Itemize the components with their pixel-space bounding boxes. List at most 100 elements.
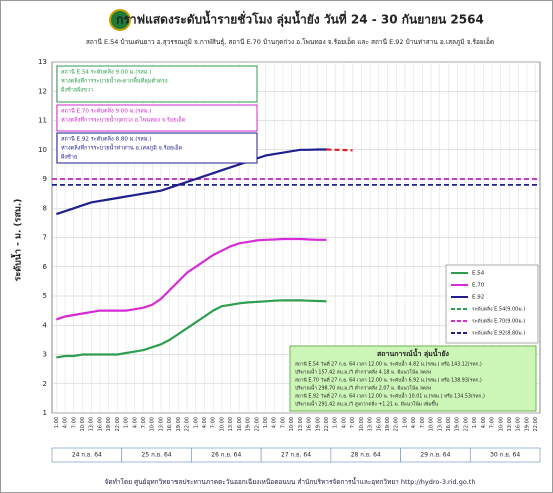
x-tick-label: 22:00: [463, 417, 469, 431]
x-tick-label: 19:00: [524, 417, 530, 431]
x-tick-label: 10:00: [150, 417, 156, 431]
y-tick-label: 3: [43, 351, 47, 359]
y-tick-label: 9: [43, 175, 47, 183]
x-tick-label: 16:00: [167, 417, 173, 431]
y-tick-label: 1: [43, 409, 47, 417]
x-tick-label: 16:00: [446, 417, 452, 431]
legend-label: ระดับตลิ่ง E.70(9.00ม.): [472, 318, 525, 325]
x-tick-label: 22:00: [533, 417, 539, 431]
x-tick-label: 13:00: [158, 417, 164, 431]
status-box: [289, 345, 537, 412]
annotation-text: สถานี E.70 ระดับตลิ่ง 9.00 ม.(รสม.): [61, 107, 151, 115]
x-tick-label: 13:00: [298, 417, 304, 431]
status-line: ปริมาณน้ำ 298.70 ลบ.ม./วิ ต่ำกว่าตลิ่ง 2…: [295, 384, 431, 392]
y-axis-label: ระดับน้ำ - ม. (รสม.): [11, 199, 24, 282]
x-tick-label: 10:00: [80, 417, 86, 431]
status-title: สถานการณ์น้ำ ลุ่มน้ำยัง: [377, 347, 450, 358]
date-label: 28 ก.ย. 64: [351, 452, 381, 459]
y-tick-label: 5: [43, 292, 47, 300]
annotation-box: [56, 65, 258, 103]
x-tick-label: 4:00: [481, 417, 487, 428]
legend-label: ระดับตลิ่ง E.92(8.80ม.): [472, 330, 525, 337]
y-tick-label: 2: [43, 380, 47, 388]
date-label: 26 ก.ย. 64: [211, 452, 241, 459]
chart-title: กราฟแสดงระดับน้ำรายชั่วโมง ลุ่มน้ำยัง วั…: [116, 10, 484, 28]
annotation-text: สถานี E.92 ระดับตลิ่ง 8.80 ม.(รสม.): [61, 135, 151, 143]
y-tick-label: 13: [38, 58, 47, 66]
x-tick-label: 7:00: [490, 417, 496, 428]
x-tick-label: 4:00: [202, 417, 208, 428]
x-tick-label: 1:00: [472, 417, 478, 428]
chart-subtitle: สถานี E.54 บ้านเด่นยาว อ.สุวรรณภูมิ จ.กา…: [86, 37, 494, 46]
legend-label: E.54: [472, 271, 485, 277]
x-tick-label: 4:00: [132, 417, 138, 428]
x-tick-label: 4:00: [341, 417, 347, 428]
date-label: 27 ก.ย. 64: [281, 452, 311, 459]
x-tick-label: 1:00: [54, 417, 60, 428]
x-tick-label: 7:00: [141, 417, 147, 428]
annotation-text: ห่างตลิ่งที่การระบายน้ำสะดวกพื้นที่ลุ่มต…: [61, 77, 168, 85]
y-tick-label: 12: [38, 87, 47, 95]
x-tick-label: 19:00: [246, 417, 252, 431]
x-tick-label: 10:00: [289, 417, 295, 431]
x-tick-label: 16:00: [237, 417, 243, 431]
x-tick-label: 7:00: [211, 417, 217, 428]
date-label: 30 ก.ย. 64: [490, 452, 520, 459]
annotation-text: ห่างตลิ่งที่การระบายน้ำกุดก่วง อ.โพนทอง …: [61, 116, 186, 124]
x-tick-label: 1:00: [402, 417, 408, 428]
annotation-box: [56, 132, 258, 164]
annotation-text: ฝั่งซ้าย: [61, 153, 78, 161]
x-tick-label: 19:00: [455, 417, 461, 431]
legend: [445, 264, 539, 344]
status-line: ปริมาณน้ำ 291.42 ลบ.ม./วิ สูงกว่าตลิ่ง +…: [295, 400, 439, 408]
status-line: สถานี E.92 วันที่ 27 ก.ย. 64 เวลา 12.00 …: [295, 392, 485, 400]
x-tick-label: 16:00: [97, 417, 103, 431]
y-tick-label: 10: [38, 146, 47, 154]
date-label: 25 ก.ย. 64: [142, 452, 172, 459]
x-tick-label: 1:00: [124, 417, 130, 428]
date-cell: [469, 447, 541, 463]
x-tick-label: 1:00: [263, 417, 269, 428]
x-tick-label: 16:00: [376, 417, 382, 431]
x-tick-label: 10:00: [219, 417, 225, 431]
series-line: [56, 237, 327, 321]
y-tick-label: 8: [43, 204, 47, 212]
status-line: สถานี E.70 วันที่ 27 ก.ย. 64 เวลา 12.00 …: [295, 376, 482, 384]
footer: จัดทำโดย ศูนย์อุทกวิทยาชลประทานภาคตะวันอ…: [105, 477, 476, 486]
legend-label: E.92: [472, 295, 484, 301]
x-tick-label: 7:00: [350, 417, 356, 428]
date-label: 24 ก.ย. 64: [72, 452, 102, 459]
x-tick-label: 10:00: [429, 417, 435, 431]
y-tick-label: 7: [43, 234, 47, 242]
x-tick-label: 4:00: [63, 417, 69, 428]
x-tick-label: 4:00: [411, 417, 417, 428]
x-tick-label: 13:00: [437, 417, 443, 431]
x-tick-label: 22:00: [394, 417, 400, 431]
x-tick-label: 1:00: [193, 417, 199, 428]
x-tick-label: 22:00: [324, 417, 330, 431]
status-line: ปริมาณน้ำ 157.42 ลบ.ม./วิ ต่ำกว่าตลิ่ง 4…: [295, 368, 431, 376]
x-tick-label: 13:00: [89, 417, 95, 431]
x-tick-label: 1:00: [333, 417, 339, 428]
legend-label: E.70: [472, 283, 485, 289]
x-tick-label: 19:00: [176, 417, 182, 431]
x-tick-label: 16:00: [307, 417, 313, 431]
series-line: [326, 148, 353, 152]
status-line: สถานี E.54 วันที่ 27 ก.ย. 64 เวลา 12.00 …: [295, 360, 482, 368]
annotation-text: ห่างตลิ่งที่การระบายน้ำท่าสาน อ.เสลภูมิ …: [61, 144, 183, 152]
y-tick-label: 6: [43, 263, 48, 271]
x-tick-label: 13:00: [368, 417, 374, 431]
x-tick-label: 22:00: [115, 417, 121, 431]
x-tick-label: 10:00: [498, 417, 504, 431]
legend-label: ระดับตลิ่ง E.54(9.00ม.): [472, 306, 525, 313]
annotation-box: [56, 104, 258, 132]
x-tick-label: 7:00: [71, 417, 77, 428]
x-tick-label: 13:00: [228, 417, 234, 431]
x-tick-label: 22:00: [254, 417, 260, 431]
x-tick-label: 16:00: [516, 417, 522, 431]
y-tick-label: 4: [43, 321, 48, 329]
x-tick-label: 4:00: [272, 417, 278, 428]
x-tick-label: 10:00: [359, 417, 365, 431]
logo: [109, 9, 131, 31]
